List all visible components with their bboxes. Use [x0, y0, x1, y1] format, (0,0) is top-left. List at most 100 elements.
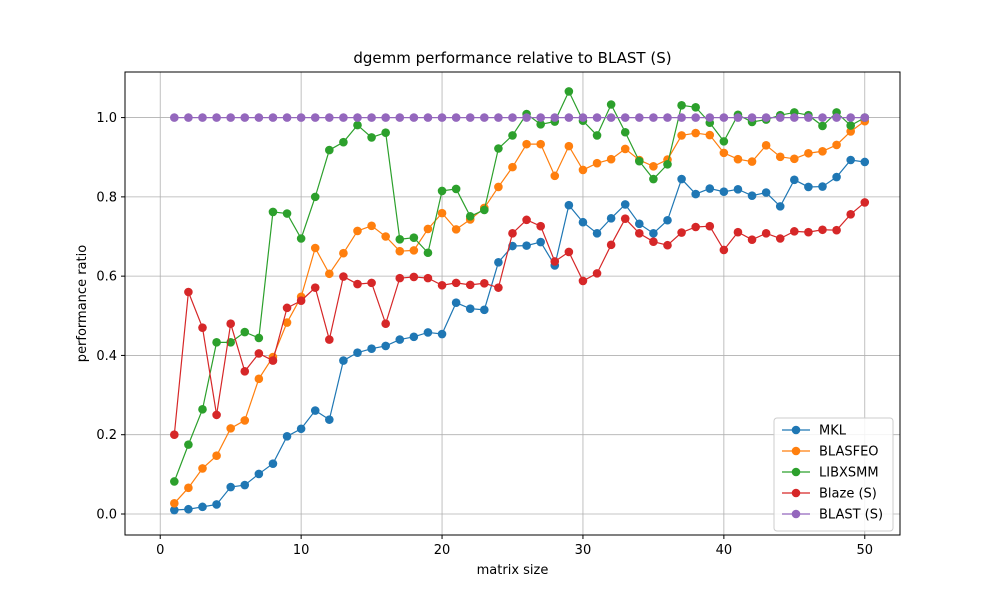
y-tick-label: 1.0: [96, 111, 117, 126]
data-point: [719, 245, 729, 255]
data-point: [775, 234, 785, 243]
data-point: [677, 174, 686, 184]
legend-marker: [791, 425, 801, 435]
data-point: [691, 128, 700, 138]
data-point: [395, 234, 405, 244]
data-point: [409, 332, 419, 342]
data-point: [846, 113, 855, 122]
data-point: [635, 156, 644, 166]
data-point: [465, 280, 475, 290]
data-point: [775, 152, 785, 162]
data-point: [184, 504, 193, 514]
x-tick-label: 30: [575, 543, 592, 558]
data-point: [212, 113, 221, 122]
data-point: [522, 113, 531, 122]
data-point: [508, 131, 517, 140]
data-point: [268, 113, 278, 122]
data-point: [268, 207, 278, 217]
data-point: [198, 323, 207, 332]
data-point: [465, 113, 475, 122]
data-point: [254, 113, 264, 122]
data-point: [747, 235, 757, 244]
data-point: [310, 113, 320, 122]
legend-label: MKL: [819, 424, 847, 439]
data-point: [282, 318, 292, 327]
data-point: [325, 113, 334, 122]
data-point: [677, 100, 686, 110]
data-point: [367, 278, 376, 288]
series-line: [173, 120, 866, 504]
x-axis-label: matrix size: [477, 563, 549, 578]
data-point: [578, 165, 588, 175]
data-point: [649, 237, 658, 246]
x-tick-label: 50: [856, 543, 873, 558]
legend-marker: [791, 467, 801, 477]
data-point: [747, 191, 757, 200]
data-point: [536, 120, 545, 129]
data-point: [494, 182, 503, 192]
data-point: [184, 113, 193, 122]
series-mkl: [170, 155, 870, 515]
data-point: [198, 464, 207, 473]
data-point: [649, 174, 658, 184]
data-point: [240, 366, 250, 376]
data-point: [381, 113, 390, 122]
data-point: [212, 410, 221, 420]
data-point: [339, 137, 348, 147]
data-point: [254, 349, 264, 358]
data-point: [437, 186, 447, 196]
data-point: [296, 296, 306, 306]
data-point: [550, 113, 560, 122]
legend-label: BLASFEO: [819, 445, 879, 460]
x-tick-label: 40: [716, 543, 733, 558]
data-point: [339, 356, 348, 365]
data-point: [353, 348, 362, 357]
series-blasfeo: [170, 116, 870, 508]
data-point: [832, 140, 841, 150]
legend-marker: [791, 488, 801, 498]
data-point: [325, 335, 334, 344]
data-point: [296, 234, 306, 243]
data-point: [423, 273, 433, 283]
data-point: [254, 469, 264, 479]
data-point: [522, 215, 531, 225]
data-point: [790, 175, 799, 185]
data-point: [550, 257, 560, 266]
data-point: [761, 141, 771, 150]
data-point: [790, 227, 799, 236]
data-point: [536, 113, 545, 122]
data-point: [395, 246, 405, 256]
data-point: [620, 214, 630, 223]
data-point: [663, 160, 672, 169]
data-point: [804, 227, 813, 237]
data-point: [198, 113, 207, 122]
legend-box: [773, 417, 894, 532]
data-point: [719, 137, 729, 146]
data-point: [677, 131, 686, 140]
data-point: [733, 227, 743, 237]
data-point: [381, 319, 390, 329]
data-point: [480, 205, 489, 215]
data-point: [846, 210, 855, 219]
y-axis-label: performance ratio: [75, 245, 90, 362]
data-point: [226, 424, 235, 433]
data-point: [578, 276, 588, 286]
data-point: [536, 139, 545, 149]
data-point: [649, 162, 658, 171]
data-point: [494, 257, 503, 267]
data-point: [437, 329, 447, 339]
data-point: [437, 280, 447, 290]
data-point: [606, 213, 616, 223]
data-point: [522, 241, 531, 250]
legend: MKL BLASFEO LIBXSMM Blaze (S) BLAST (S): [773, 417, 894, 532]
data-point: [423, 248, 433, 258]
data-point: [747, 113, 757, 122]
data-point: [367, 113, 376, 122]
data-point: [635, 219, 644, 229]
data-point: [705, 130, 715, 140]
data-point: [804, 182, 813, 192]
data-point: [325, 269, 334, 279]
data-point: [761, 188, 771, 197]
data-point: [508, 162, 517, 172]
data-point: [310, 406, 320, 415]
